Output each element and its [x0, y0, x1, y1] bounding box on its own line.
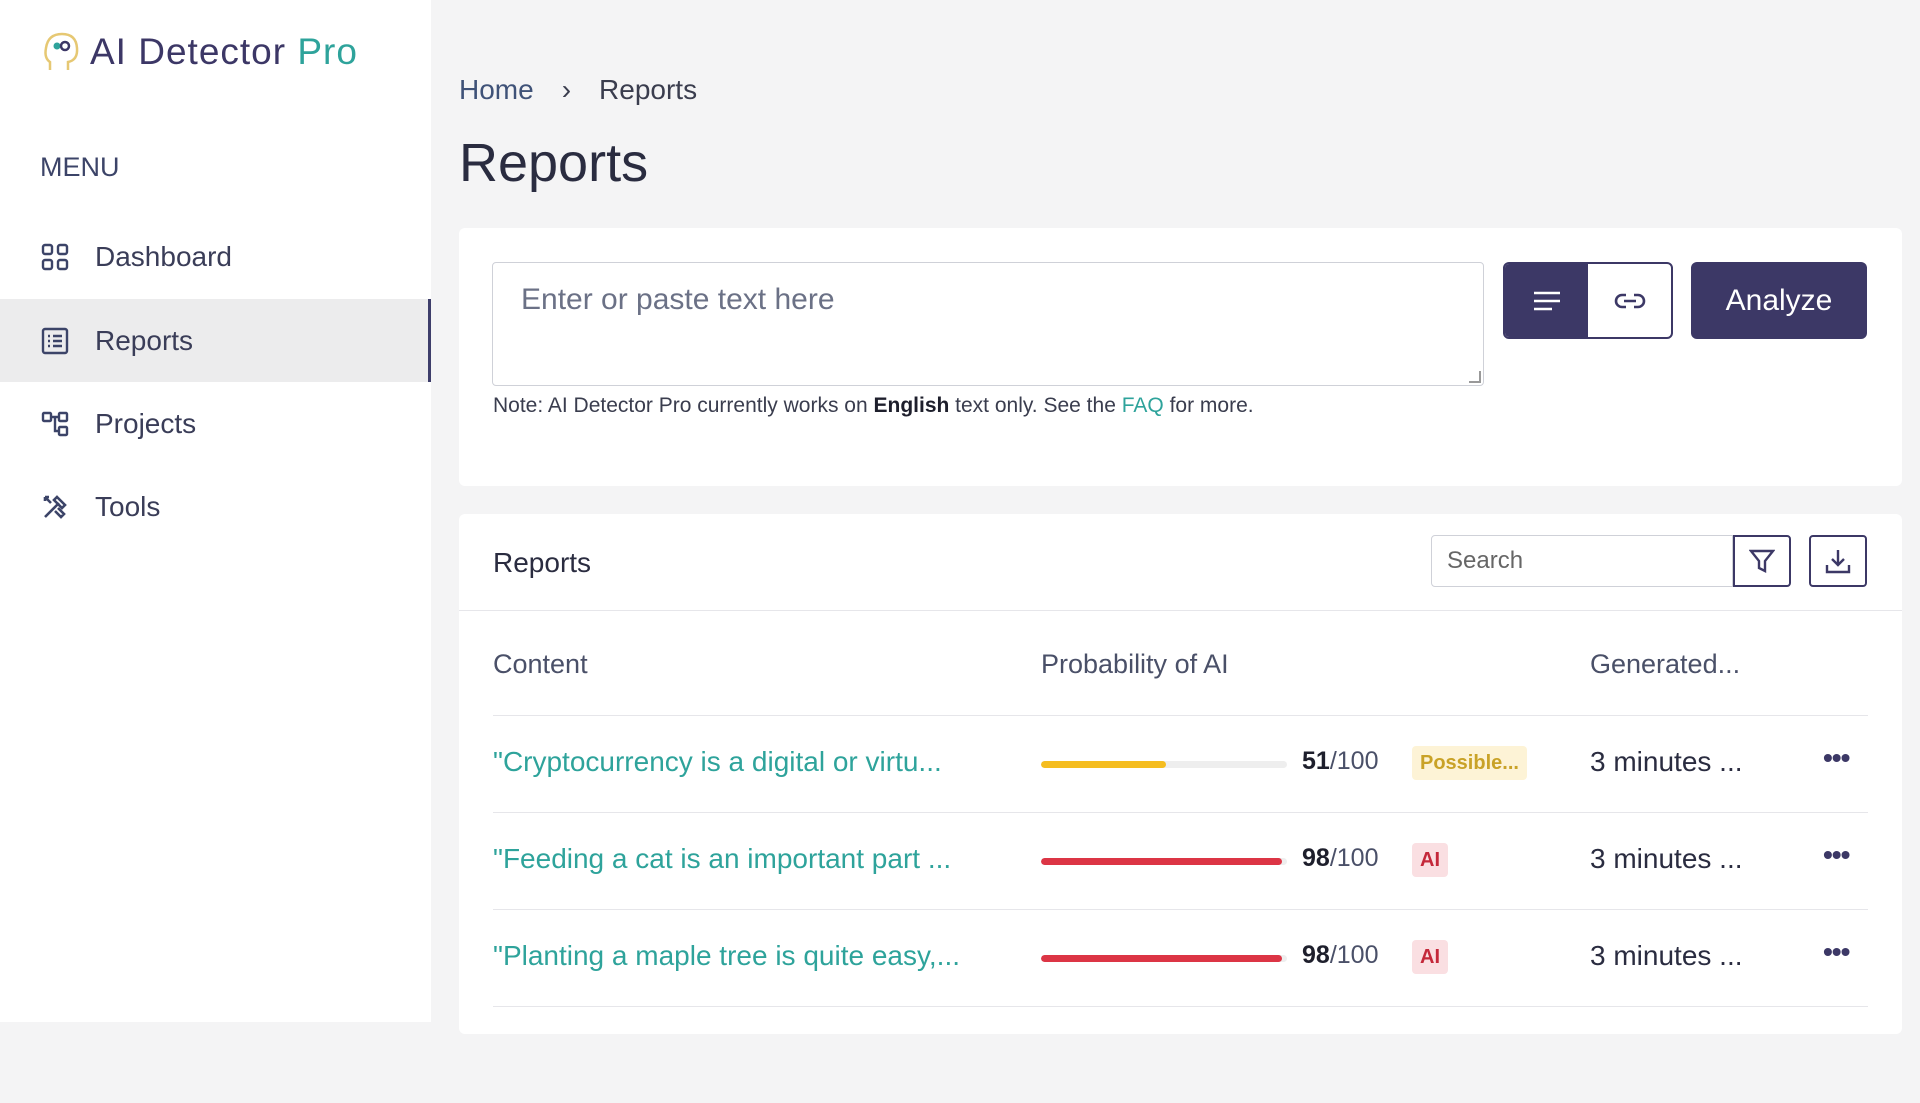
- score-max: /100: [1329, 844, 1379, 872]
- probability-bar: [1041, 761, 1287, 768]
- sidebar-item-reports[interactable]: Reports: [0, 299, 431, 382]
- note-text: for more.: [1163, 394, 1254, 417]
- faq-link[interactable]: FAQ: [1121, 394, 1164, 417]
- download-icon: [1825, 550, 1851, 574]
- grid-icon: [40, 242, 70, 272]
- row-divider: [493, 1006, 1868, 1103]
- reports-title: Reports: [493, 547, 592, 578]
- table-row[interactable]: "Planting a maple tree is quite easy,...…: [493, 909, 1868, 1006]
- breadcrumb: Home › Reports: [459, 74, 697, 106]
- table-row[interactable]: "Feeding a cat is an important part ... …: [493, 812, 1868, 909]
- text-lines-icon: [1533, 291, 1560, 310]
- score-value: 98: [1302, 941, 1330, 969]
- link-icon: [1614, 293, 1645, 308]
- status-badge: AI: [1412, 843, 1448, 877]
- sidebar-item-label: Tools: [95, 490, 161, 522]
- probability-score: 98/100: [1302, 844, 1378, 873]
- score-value: 51: [1302, 747, 1330, 775]
- more-options-icon[interactable]: •••: [1823, 839, 1850, 870]
- note-bold: English: [873, 394, 950, 417]
- status-badge: Possible...: [1412, 746, 1527, 780]
- resize-handle[interactable]: [1469, 371, 1481, 383]
- page-title: Reports: [459, 133, 649, 193]
- search-input[interactable]: Search: [1431, 535, 1733, 587]
- url-mode-button[interactable]: [1588, 264, 1671, 337]
- breadcrumb-home[interactable]: Home: [459, 74, 534, 105]
- probability-score: 51/100: [1302, 747, 1378, 776]
- download-button[interactable]: [1809, 535, 1867, 587]
- more-options-icon[interactable]: •••: [1823, 742, 1850, 773]
- table-row[interactable]: "Cryptocurrency is a digital or virtu...…: [493, 715, 1868, 812]
- column-header-probability[interactable]: Probability of AI: [1041, 649, 1229, 679]
- search-placeholder: Search: [1447, 547, 1524, 574]
- text-mode-button[interactable]: [1505, 264, 1588, 337]
- report-content-link[interactable]: "Planting a maple tree is quite easy,...: [493, 940, 961, 971]
- generated-time: 3 minutes ...: [1590, 940, 1743, 971]
- score-value: 98: [1302, 844, 1330, 872]
- hierarchy-icon: [40, 409, 70, 439]
- filter-icon: [1749, 549, 1775, 573]
- generated-time: 3 minutes ...: [1590, 843, 1743, 874]
- sidebar-item-dashboard[interactable]: Dashboard: [0, 215, 431, 298]
- list-icon: [40, 326, 70, 356]
- probability-bar-fill: [1041, 955, 1283, 962]
- status-badge: AI: [1412, 940, 1448, 974]
- report-content-link[interactable]: "Cryptocurrency is a digital or virtu...: [493, 746, 942, 777]
- text-input[interactable]: Enter or paste text here: [492, 262, 1484, 386]
- tools-icon: [40, 492, 70, 522]
- score-max: /100: [1329, 747, 1379, 775]
- sidebar-item-tools[interactable]: Tools: [0, 465, 431, 548]
- sidebar-item-projects[interactable]: Projects: [0, 382, 431, 465]
- sidebar: AI Detector Pro MENU Dashboard Reports P…: [0, 0, 431, 1022]
- filter-button[interactable]: [1733, 535, 1791, 587]
- column-header-generated[interactable]: Generated...: [1590, 649, 1741, 679]
- probability-bar: [1041, 955, 1287, 962]
- sidebar-item-label: Projects: [95, 407, 197, 439]
- note-text: text only. See the: [949, 394, 1122, 417]
- breadcrumb-current: Reports: [599, 74, 698, 105]
- divider: [459, 610, 1902, 611]
- analyze-button[interactable]: Analyze: [1691, 262, 1867, 339]
- probability-bar-fill: [1041, 858, 1283, 865]
- more-options-icon[interactable]: •••: [1823, 936, 1850, 967]
- probability-bar: [1041, 858, 1287, 865]
- analyzer-card: Enter or paste text here Analyze Note: A…: [459, 228, 1902, 486]
- column-header-content[interactable]: Content: [493, 649, 588, 679]
- text-input-placeholder: Enter or paste text here: [521, 283, 835, 316]
- probability-bar-fill: [1041, 761, 1167, 768]
- logo-text: AI Detector: [90, 31, 287, 72]
- sidebar-item-label: Reports: [95, 324, 194, 356]
- menu-label: MENU: [40, 152, 120, 182]
- language-note: Note: AI Detector Pro currently works on…: [493, 394, 1254, 418]
- note-text: Note: AI Detector Pro currently works on: [493, 394, 874, 417]
- report-content-link[interactable]: "Feeding a cat is an important part ...: [493, 843, 952, 874]
- input-mode-toggle: [1503, 262, 1673, 339]
- logo[interactable]: AI Detector Pro: [42, 30, 358, 74]
- generated-time: 3 minutes ...: [1590, 746, 1743, 777]
- brain-head-icon: [44, 32, 79, 70]
- score-max: /100: [1329, 941, 1379, 969]
- reports-card: Reports Search Content Probability of AI…: [459, 514, 1902, 1034]
- sidebar-item-label: Dashboard: [95, 240, 232, 272]
- logo-accent: Pro: [297, 31, 358, 72]
- chevron-right-icon: ›: [561, 74, 572, 105]
- probability-score: 98/100: [1302, 941, 1378, 970]
